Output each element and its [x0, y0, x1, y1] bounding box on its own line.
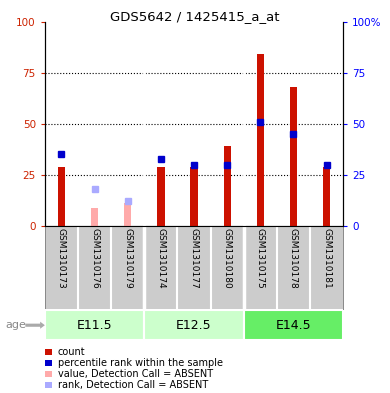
Text: GDS5642 / 1425415_a_at: GDS5642 / 1425415_a_at: [110, 10, 280, 23]
Bar: [290, 87, 297, 226]
Text: GSM1310178: GSM1310178: [289, 228, 298, 289]
Text: GSM1310179: GSM1310179: [123, 228, 132, 289]
Text: E14.5: E14.5: [276, 319, 311, 332]
Bar: [91, 208, 98, 226]
Bar: [257, 54, 264, 226]
Text: GSM1310181: GSM1310181: [322, 228, 331, 289]
Text: rank, Detection Call = ABSENT: rank, Detection Call = ABSENT: [58, 380, 208, 390]
Text: GSM1310177: GSM1310177: [190, 228, 199, 289]
Text: percentile rank within the sample: percentile rank within the sample: [58, 358, 223, 368]
Text: GSM1310174: GSM1310174: [156, 228, 165, 289]
Bar: [190, 167, 198, 226]
Text: E11.5: E11.5: [77, 319, 112, 332]
Text: count: count: [58, 347, 85, 357]
Bar: [223, 146, 231, 226]
Bar: [58, 167, 65, 226]
Text: age: age: [6, 320, 27, 330]
Text: value, Detection Call = ABSENT: value, Detection Call = ABSENT: [58, 369, 213, 379]
Bar: [144, 310, 244, 340]
Text: E12.5: E12.5: [176, 319, 212, 332]
Bar: [244, 310, 343, 340]
Text: GSM1310175: GSM1310175: [256, 228, 265, 289]
Text: GSM1310176: GSM1310176: [90, 228, 99, 289]
Bar: [124, 204, 131, 226]
Bar: [157, 167, 165, 226]
Bar: [45, 310, 144, 340]
Text: GSM1310180: GSM1310180: [223, 228, 232, 289]
Text: GSM1310173: GSM1310173: [57, 228, 66, 289]
Bar: [323, 167, 330, 226]
